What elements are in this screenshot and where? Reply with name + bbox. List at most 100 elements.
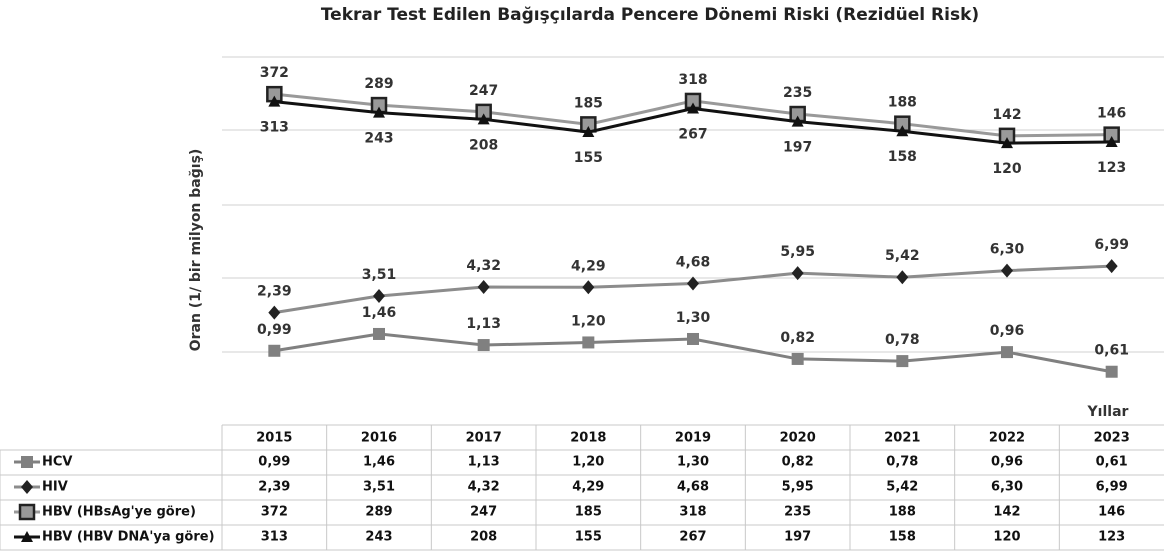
table-cell: 243 xyxy=(365,530,392,545)
marker xyxy=(582,280,595,295)
x-tick-label: 2023 xyxy=(1094,431,1130,446)
data-label: 1,46 xyxy=(362,305,397,321)
data-label: 1,13 xyxy=(466,316,501,332)
data-label: 123 xyxy=(1097,160,1126,176)
legend-marker xyxy=(21,531,33,542)
marker xyxy=(687,332,699,345)
marker xyxy=(1001,346,1013,359)
data-label: 4,32 xyxy=(466,258,501,274)
x-tick-label: 2016 xyxy=(361,431,397,446)
data-label: 3,51 xyxy=(362,267,397,283)
data-label: 4,29 xyxy=(571,258,606,274)
data-label: 5,42 xyxy=(885,248,920,264)
legend-label: HIV xyxy=(42,480,68,495)
table-cell: 4,68 xyxy=(677,480,709,495)
table-cell: 5,95 xyxy=(782,480,814,495)
data-label: 0,96 xyxy=(990,323,1025,339)
data-label: 1,20 xyxy=(571,313,606,329)
table-cell: 313 xyxy=(261,530,288,545)
marker xyxy=(373,327,385,340)
marker xyxy=(582,126,595,138)
table-cell: 208 xyxy=(470,530,497,545)
chart-title: Tekrar Test Edilen Bağışçılarda Pencere … xyxy=(321,5,979,25)
data-label: 0,82 xyxy=(780,330,815,346)
table-cell: 1,20 xyxy=(572,455,604,470)
table-cell: 0,82 xyxy=(782,455,814,470)
marker xyxy=(791,352,804,365)
data-label: 120 xyxy=(992,161,1021,177)
data-label: 289 xyxy=(364,76,393,92)
marker xyxy=(582,336,595,349)
marker xyxy=(896,125,909,137)
marker xyxy=(1105,136,1118,148)
data-label: 142 xyxy=(992,107,1021,123)
x-tick-label: 2015 xyxy=(256,431,292,446)
table-cell: 5,42 xyxy=(886,480,918,495)
data-label: 155 xyxy=(574,150,603,166)
marker xyxy=(1001,137,1013,149)
table-cell: 0,61 xyxy=(1096,455,1128,470)
data-label: 1,30 xyxy=(676,310,711,326)
legend-label: HBV (HBsAg'ye göre) xyxy=(42,505,196,520)
data-label: 6,99 xyxy=(1094,237,1129,253)
legend-label: HCV xyxy=(42,455,72,470)
table-lines xyxy=(0,424,1164,551)
table-cell: 0,78 xyxy=(886,455,918,470)
marker xyxy=(896,355,909,368)
table-cell: 235 xyxy=(784,505,811,520)
marker xyxy=(268,95,281,107)
table-cell: 1,13 xyxy=(468,455,500,470)
table-cell: 120 xyxy=(993,530,1020,545)
data-label: 0,99 xyxy=(257,322,292,338)
marker xyxy=(373,288,385,303)
table-cell: 146 xyxy=(1098,505,1125,520)
data-label: 197 xyxy=(783,140,812,156)
marker xyxy=(477,339,490,352)
table-cell: 4,29 xyxy=(572,480,604,495)
legend-label: HBV (HBV DNA'ya göre) xyxy=(42,530,215,545)
table-cell: 188 xyxy=(889,505,916,520)
data-label: 2,39 xyxy=(257,284,292,300)
table-cell: 197 xyxy=(784,530,811,545)
table-cell: 142 xyxy=(993,505,1020,520)
x-tick-label: 2020 xyxy=(780,431,816,446)
data-label: 6,30 xyxy=(990,242,1025,258)
x-tick-label: 2017 xyxy=(466,431,502,446)
data-label: 235 xyxy=(783,85,812,101)
legend-marker xyxy=(21,456,33,468)
marker xyxy=(373,106,385,118)
table-cell: 0,99 xyxy=(258,455,290,470)
marker xyxy=(477,280,490,295)
x-tick-label: 2019 xyxy=(675,431,711,446)
data-label: 243 xyxy=(364,131,393,147)
marker xyxy=(1105,365,1118,378)
data-label: 372 xyxy=(260,65,289,81)
marker xyxy=(791,266,804,281)
table-cell: 1,30 xyxy=(677,455,709,470)
data-label: 4,68 xyxy=(676,255,711,271)
data-label: 247 xyxy=(469,83,498,99)
data-label: 318 xyxy=(678,72,707,88)
table-cell: 6,99 xyxy=(1096,480,1128,495)
table-cell: 158 xyxy=(889,530,916,545)
marker xyxy=(268,305,281,320)
data-label: 5,95 xyxy=(780,244,815,260)
data-label: 267 xyxy=(678,127,707,143)
table-cell: 289 xyxy=(365,505,392,520)
table-cell: 6,30 xyxy=(991,480,1023,495)
data-label: 158 xyxy=(888,149,917,165)
table-cell: 247 xyxy=(470,505,497,520)
marker xyxy=(1105,259,1118,274)
data-label: 313 xyxy=(260,120,289,136)
table-cell: 3,51 xyxy=(363,480,395,495)
legend-marker xyxy=(18,503,36,521)
table-cell: 1,46 xyxy=(363,455,395,470)
table-cell: 2,39 xyxy=(258,480,290,495)
marker xyxy=(791,115,804,127)
y-axis-label: Oran (1/ bir milyon bağış) xyxy=(188,149,204,352)
data-label: 146 xyxy=(1097,106,1126,122)
table-cell: 0,96 xyxy=(991,455,1023,470)
data-label: 208 xyxy=(469,137,498,153)
table-cell: 123 xyxy=(1098,530,1125,545)
